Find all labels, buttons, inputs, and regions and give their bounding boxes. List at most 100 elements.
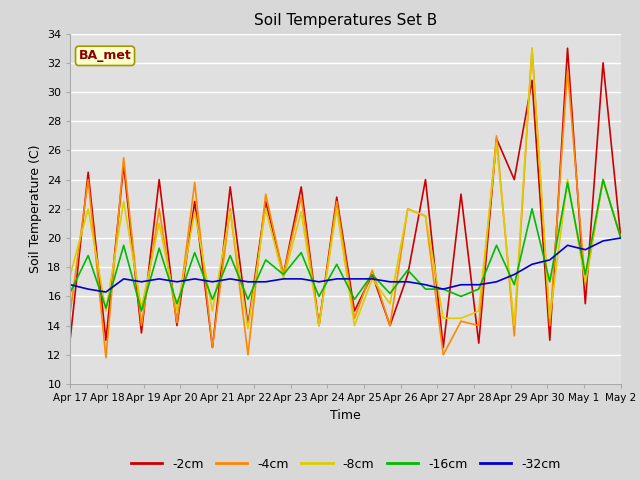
-2cm (262, 199, 269, 204)
-8cm (315, 323, 323, 328)
-2cm (315, 323, 323, 328)
-2cm (209, 345, 216, 350)
-2cm (138, 330, 145, 336)
-2cm (617, 235, 625, 241)
-8cm (351, 323, 358, 328)
-2cm (67, 335, 74, 340)
-16cm (422, 286, 429, 292)
-8cm (440, 315, 447, 321)
-4cm (599, 177, 607, 182)
-2cm (102, 337, 109, 343)
-4cm (333, 199, 340, 204)
-16cm (528, 206, 536, 212)
-2cm (599, 60, 607, 66)
-8cm (298, 209, 305, 215)
-8cm (84, 206, 92, 212)
-4cm (120, 155, 127, 161)
-32cm (599, 238, 607, 244)
-4cm (369, 267, 376, 273)
Text: BA_met: BA_met (79, 49, 131, 62)
-8cm (173, 308, 180, 314)
-16cm (440, 286, 447, 292)
-32cm (511, 272, 518, 277)
-8cm (120, 199, 127, 204)
-16cm (386, 290, 394, 296)
-2cm (227, 184, 234, 190)
-32cm (84, 286, 92, 292)
Title: Soil Temperatures Set B: Soil Temperatures Set B (254, 13, 437, 28)
-8cm (546, 315, 554, 321)
-32cm (546, 257, 554, 263)
-16cm (475, 286, 483, 292)
-4cm (156, 206, 163, 212)
-2cm (564, 45, 572, 51)
-2cm (120, 162, 127, 168)
-2cm (404, 272, 412, 277)
-32cm (457, 282, 465, 288)
Line: -4cm: -4cm (70, 48, 621, 358)
Line: -8cm: -8cm (70, 48, 621, 328)
-32cm (156, 276, 163, 282)
-32cm (564, 242, 572, 248)
-4cm (457, 318, 465, 324)
-2cm (493, 136, 500, 142)
-16cm (333, 262, 340, 267)
-2cm (369, 272, 376, 277)
-2cm (280, 272, 287, 277)
-2cm (422, 177, 429, 182)
-32cm (262, 279, 269, 285)
-8cm (511, 323, 518, 328)
-8cm (67, 272, 74, 277)
-4cm (386, 323, 394, 328)
-4cm (617, 235, 625, 241)
-2cm (386, 323, 394, 328)
-16cm (120, 242, 127, 248)
-4cm (351, 315, 358, 321)
-2cm (191, 199, 198, 204)
Line: -2cm: -2cm (70, 48, 621, 348)
Y-axis label: Soil Temperature (C): Soil Temperature (C) (29, 144, 42, 273)
-2cm (440, 345, 447, 350)
-2cm (84, 169, 92, 175)
-4cm (209, 345, 216, 350)
-16cm (617, 235, 625, 241)
-2cm (244, 323, 252, 328)
-32cm (404, 279, 412, 285)
-16cm (191, 250, 198, 255)
-4cm (84, 177, 92, 182)
-4cm (227, 206, 234, 212)
-4cm (440, 352, 447, 358)
-32cm (528, 262, 536, 267)
-2cm (173, 323, 180, 328)
-8cm (457, 315, 465, 321)
-8cm (138, 305, 145, 311)
-4cm (511, 333, 518, 339)
-16cm (173, 301, 180, 307)
-16cm (457, 293, 465, 300)
-16cm (564, 180, 572, 185)
-2cm (528, 77, 536, 83)
-32cm (298, 276, 305, 282)
-8cm (475, 308, 483, 314)
-8cm (617, 235, 625, 241)
-8cm (404, 206, 412, 212)
-32cm (138, 279, 145, 285)
-16cm (209, 297, 216, 302)
-32cm (475, 282, 483, 288)
-4cm (582, 282, 589, 288)
-32cm (315, 279, 323, 285)
-32cm (120, 276, 127, 282)
-32cm (582, 247, 589, 252)
-16cm (404, 267, 412, 273)
-32cm (386, 279, 394, 285)
-16cm (84, 252, 92, 258)
-16cm (369, 272, 376, 277)
-4cm (564, 67, 572, 73)
-4cm (493, 133, 500, 139)
-16cm (67, 289, 74, 295)
-8cm (191, 209, 198, 215)
Line: -16cm: -16cm (70, 180, 621, 311)
-8cm (262, 206, 269, 212)
-16cm (493, 242, 500, 248)
-2cm (582, 301, 589, 307)
